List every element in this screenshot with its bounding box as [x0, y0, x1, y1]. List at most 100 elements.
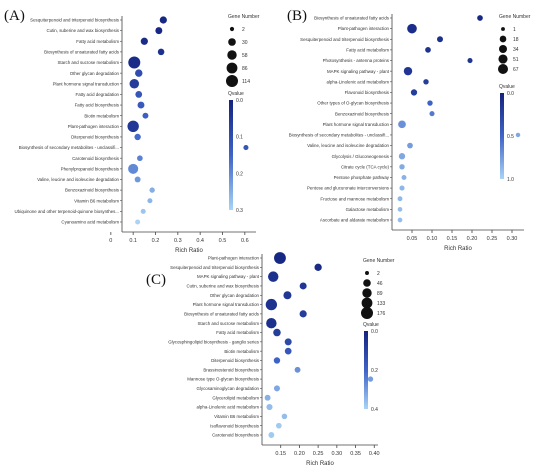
panel-c-category-label: Other glycan degradation: [210, 293, 260, 298]
panel-c-point: [299, 310, 307, 318]
panel-b-category-label: Photosynthesis - antenna proteins: [323, 58, 390, 63]
panel-b-point: [437, 36, 443, 43]
panel-c-category-label: Brassinosteroid biosynthesis: [203, 367, 259, 372]
panel-c-category-label: MAPK signaling pathway - plant: [197, 274, 260, 279]
panel-b-size-legend-dot: [498, 54, 508, 64]
panel-a-x-tick-label: 0.3: [174, 238, 182, 244]
panel-label-b: (B): [287, 8, 307, 24]
panel-b-x-tick-label: 0.15: [447, 236, 458, 242]
panel-c-point: [264, 394, 271, 401]
panel-c-category-label: Glycerolipid metabolism: [212, 395, 259, 400]
panel-b-category-label: Sesquiterpenoid and triterpenoid biosynt…: [300, 37, 390, 42]
panel-b-point: [397, 196, 403, 202]
panel-a-color-legend-label: 0.0: [236, 98, 243, 104]
panel-b-category-label: MAPK signaling pathway - plant: [327, 69, 390, 74]
panel-c-size-legend-label: 2: [377, 271, 380, 277]
panel-a-point: [135, 91, 143, 98]
panel-a-category-label: Cyanoamino acid metabolism: [61, 220, 119, 225]
panel-c-size-legend-label: 133: [377, 301, 386, 307]
panel-a-point: [155, 27, 163, 35]
panel-a-size-legend-label: 114: [242, 79, 250, 85]
panel-a-size-legend-dot: [226, 62, 238, 74]
panel-b-color-legend-title: Qvalue: [499, 84, 515, 90]
panel-b-size-legend-title: Gene Number: [499, 14, 531, 20]
panel-b-point: [477, 15, 483, 21]
panel-b-category-label: Biosynthesis of secondary metabolites - …: [289, 133, 389, 138]
panel-a-size-legend-label: 30: [242, 40, 248, 46]
panel-b-size-legend-label: 67: [513, 67, 519, 73]
panel-b-category-label: Plant-pathogen interaction: [338, 26, 390, 31]
panel-a-color-legend-label: 0.1: [236, 135, 243, 141]
panel-b-color-legend-label: 1.0: [507, 177, 514, 183]
panel-a-point: [149, 187, 155, 193]
panel-c-category-label: Fatty acid metabolism: [216, 330, 259, 335]
panel-a-point: [140, 208, 146, 214]
panel-c-x-tick-label: 0.35: [350, 451, 361, 457]
panel-c-size-legend-dot: [363, 279, 371, 287]
panel-c-category-label: Cutin, suberine and wax biosynthesis: [187, 284, 260, 289]
panel-a-category-label: Cutin, suberine and wax biosynthesis: [47, 28, 120, 33]
panel-c-color-legend-bar: [364, 331, 368, 409]
panel-a-category-label: Ubiquinone and other terpenoid-quinone b…: [15, 209, 119, 214]
panel-b-x-axis-label: Rich Ratio: [444, 246, 472, 252]
panel-c-category-label: Plant-pathogen interaction: [208, 256, 260, 261]
panel-a-point: [128, 163, 139, 174]
panel-c-point: [284, 347, 292, 355]
panel-a-category-label: Fatty acid degradation: [76, 92, 120, 97]
panel-b-point: [410, 89, 418, 96]
panel-a-x-tick-label: 0.5: [219, 238, 227, 244]
panel-b-color-legend-label: 0.0: [507, 91, 514, 97]
panel-a-size-legend-dot: [229, 26, 235, 32]
panel-a-color-legend-label: 0.2: [236, 171, 243, 177]
panel-b-point: [427, 100, 433, 106]
panel-c-category-label: Isoflavonoid biosynthesis: [210, 423, 260, 428]
panel-b-category-label: Valine, leucine and isoleucine degradati…: [307, 143, 389, 148]
panel-a-x-tick-label: 0: [109, 238, 112, 244]
panel-c-size-legend-title: Gene Number: [363, 258, 395, 264]
panel-a-size-legend-label: 58: [242, 53, 248, 59]
panel-c-category-label: Glycosphingolipid biosynthesis - ganglio…: [168, 339, 260, 344]
panel-c-point: [275, 422, 282, 429]
panel-a-category-label: Phenylpropanoid biosynthesis: [61, 166, 120, 171]
panel-c-x-tick-label: 0.25: [313, 451, 324, 457]
panel-a-point: [137, 155, 143, 162]
panel-a-color-legend-label: 0.3: [236, 208, 243, 214]
panel-c-x-tick-label: 0.30: [331, 451, 342, 457]
panel-b-size-legend-label: 1: [513, 27, 516, 33]
panel-a-point: [127, 120, 139, 133]
panel-a-point: [159, 16, 167, 24]
panel-a-category-label: Starch and sucrose metabolism: [58, 60, 120, 65]
panel-a-x-axis-label: Rich Ratio: [175, 248, 203, 254]
panel-b-point: [407, 142, 413, 149]
panel-c-point: [265, 298, 278, 311]
panel-b-point: [407, 23, 417, 34]
panel-b-x-tick-label: 0.30: [507, 236, 518, 242]
panel-a-point: [128, 56, 141, 69]
panel-a-category-label: Fatty acid metabolism: [76, 39, 119, 44]
panel-b-category-label: Pentose phosphate pathway: [334, 175, 390, 180]
panel-c-point: [268, 271, 279, 282]
panel-a-x-tick-label: 0.2: [152, 238, 160, 244]
panel-a-category-label: Plant-pathogen interaction: [68, 124, 120, 129]
panel-c-x-tick-label: 0.20: [294, 451, 305, 457]
panel-b-category-label: Flavonoid biosynthesis: [345, 90, 390, 95]
panel-b-x-tick-label: 0.20: [467, 236, 478, 242]
panel-b-category-label: Pentose and glucuronate interconversions: [307, 186, 390, 191]
panel-b-point: [399, 185, 405, 191]
panel-b-point: [401, 175, 407, 180]
panel-c-category-label: Sesquiterpenoid and triterpenoid biosynt…: [170, 265, 260, 270]
panel-c-point: [284, 338, 292, 346]
panel-c-category-label: Vitamin B6 metabolism: [214, 414, 259, 419]
panel-a-point: [129, 79, 140, 89]
panel-b-point: [467, 57, 473, 64]
panel-c-point: [274, 252, 286, 264]
panel-b-color-legend-bar: [500, 93, 504, 179]
panel-c-category-label: Biotin metabolism: [224, 349, 259, 354]
panel-a-x-tick-label: 0.4: [196, 238, 204, 244]
panel-a-category-label: Sesquiterpenoid and triterpenoid biosynt…: [30, 18, 120, 23]
panel-b-size-legend-label: 51: [513, 57, 519, 63]
panel-b-category-label: Biosynthesis of unsaturated fatty acids: [314, 16, 390, 21]
panel-a-size-legend-title: Gene Number: [228, 14, 260, 20]
panel-b-point: [425, 47, 431, 53]
panel-a-size-legend-label: 2: [242, 27, 245, 33]
